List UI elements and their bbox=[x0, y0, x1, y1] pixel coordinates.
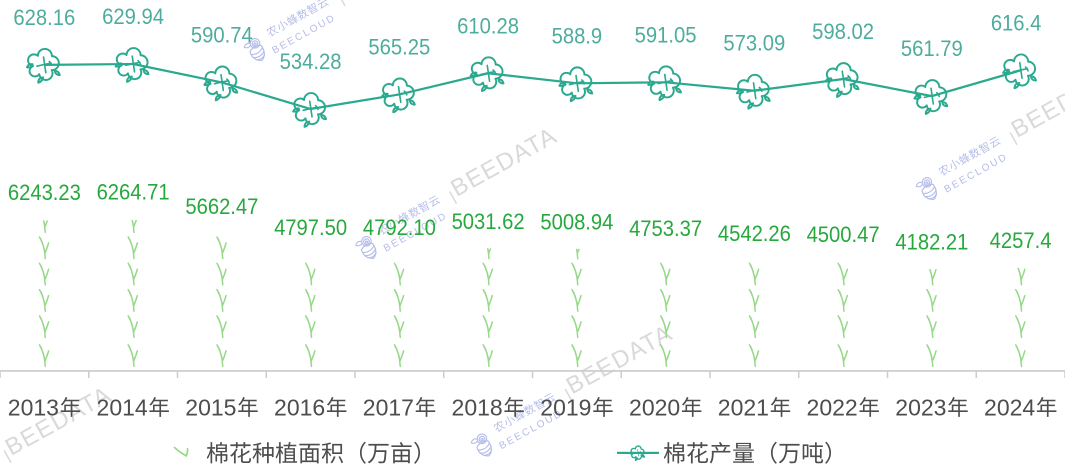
svg-text:2021: 2021 bbox=[718, 394, 769, 420]
svg-text:616.4: 616.4 bbox=[991, 10, 1042, 35]
svg-text:5031.62: 5031.62 bbox=[452, 209, 525, 234]
svg-text:BEEDATA: BEEDATA bbox=[335, 0, 450, 4]
svg-text:561.79: 561.79 bbox=[901, 36, 963, 61]
svg-text:6264.71: 6264.71 bbox=[97, 179, 170, 204]
svg-text:2022: 2022 bbox=[807, 394, 858, 420]
svg-text:BEEDATA: BEEDATA bbox=[1007, 63, 1065, 143]
svg-text:2019: 2019 bbox=[540, 394, 591, 420]
svg-text:2024: 2024 bbox=[984, 394, 1035, 420]
svg-text:534.28: 534.28 bbox=[280, 49, 342, 74]
svg-text:4792.10: 4792.10 bbox=[363, 215, 436, 240]
svg-text:2016: 2016 bbox=[274, 394, 325, 420]
svg-text:598.02: 598.02 bbox=[812, 19, 874, 44]
svg-text:2023: 2023 bbox=[895, 394, 946, 420]
svg-text:4257.4: 4257.4 bbox=[990, 228, 1052, 253]
svg-text:629.94: 629.94 bbox=[102, 4, 164, 29]
svg-text:591.05: 591.05 bbox=[635, 22, 697, 47]
svg-text:4542.26: 4542.26 bbox=[718, 221, 791, 246]
svg-text:BEECLOUD: BEECLOUD bbox=[0, 469, 4, 475]
svg-text:5662.47: 5662.47 bbox=[185, 194, 258, 219]
svg-text:4753.37: 4753.37 bbox=[629, 216, 702, 241]
svg-text:588.9: 588.9 bbox=[552, 23, 603, 48]
svg-text:2013: 2013 bbox=[8, 394, 59, 420]
svg-text:2020: 2020 bbox=[629, 394, 680, 420]
svg-text:2014: 2014 bbox=[97, 394, 148, 420]
svg-text:BEEDATA: BEEDATA bbox=[446, 122, 561, 202]
svg-text:610.28: 610.28 bbox=[457, 13, 519, 38]
svg-text:573.09: 573.09 bbox=[723, 31, 785, 56]
svg-text:2015: 2015 bbox=[185, 394, 236, 420]
svg-text:4797.50: 4797.50 bbox=[274, 215, 347, 240]
svg-text:565.25: 565.25 bbox=[368, 34, 430, 59]
svg-text:BEECLOUD: BEECLOUD bbox=[943, 151, 1010, 195]
svg-text:BEEDATA: BEEDATA bbox=[562, 320, 677, 400]
svg-text:4500.47: 4500.47 bbox=[807, 222, 880, 247]
svg-text:6243.23: 6243.23 bbox=[8, 180, 81, 205]
svg-text:628.16: 628.16 bbox=[13, 5, 75, 30]
svg-text:4182.21: 4182.21 bbox=[895, 230, 968, 255]
svg-text:BEEDATA: BEEDATA bbox=[1, 381, 116, 461]
svg-text:590.74: 590.74 bbox=[191, 22, 253, 47]
svg-text:2018: 2018 bbox=[452, 394, 503, 420]
svg-text:5008.94: 5008.94 bbox=[540, 210, 613, 235]
svg-text:2017: 2017 bbox=[363, 394, 414, 420]
